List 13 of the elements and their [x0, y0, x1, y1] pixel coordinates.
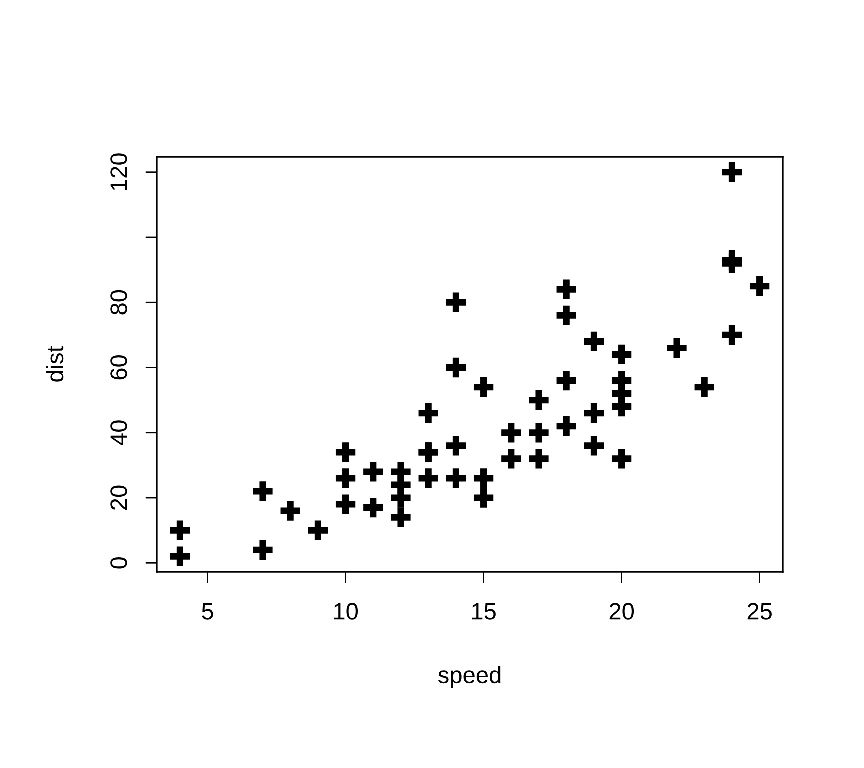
y-tick-label: 60 — [110, 356, 128, 380]
x-tick-label: 25 — [748, 603, 772, 620]
x-tick-label: 15 — [472, 603, 496, 620]
y-tick-label: 80 — [110, 290, 128, 315]
x-tick-label: 5 — [202, 603, 214, 620]
y-tick-label: 20 — [110, 486, 128, 510]
x-axis-title: speed — [438, 666, 501, 688]
y-axis-title: dist — [46, 346, 64, 382]
x-tick-label: 20 — [610, 603, 634, 620]
y-tick-label: 0 — [110, 558, 128, 569]
y-tick-label: 120 — [110, 154, 128, 190]
x-tick-label: 10 — [334, 603, 358, 620]
y-tick-label: 40 — [110, 420, 128, 446]
